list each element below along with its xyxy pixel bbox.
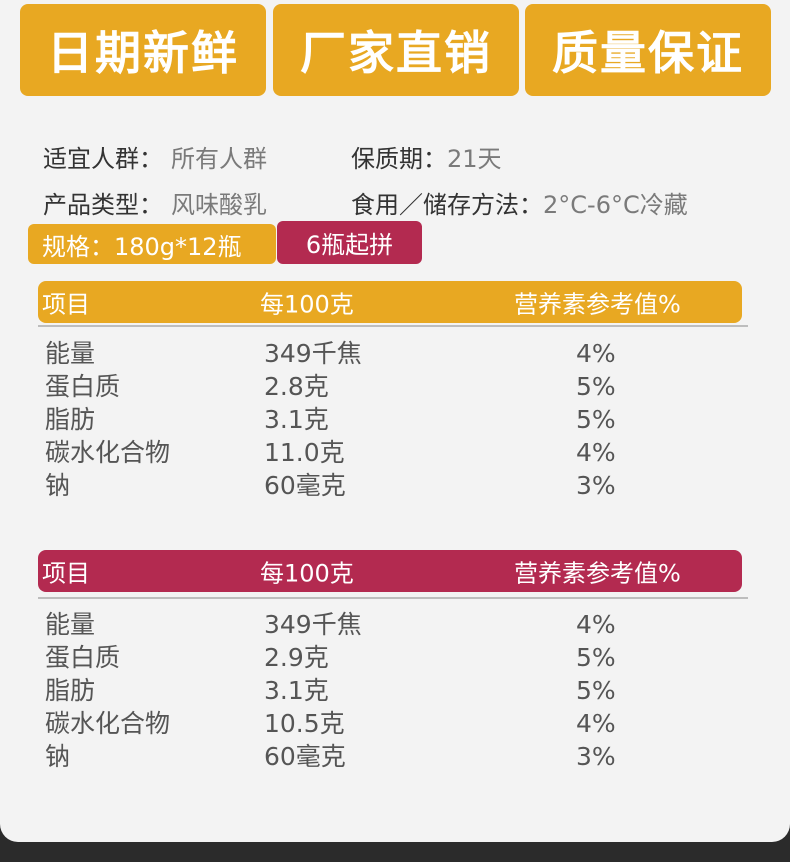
info-crowd: 适宜人群： 所有人群 [43, 139, 267, 174]
table-row: 能量 349千焦 4% [45, 608, 745, 641]
table-row: 脂肪 3.1克 5% [45, 674, 745, 707]
cell-amount: 11.0克 [264, 438, 345, 467]
cell-item: 能量 [45, 610, 96, 639]
cell-amount: 2.8克 [264, 372, 329, 401]
info-storage-label: 食用／储存方法： [351, 191, 543, 219]
cell-nrv: 5% [576, 405, 616, 434]
cell-item: 蛋白质 [45, 372, 121, 401]
info-storage: 食用／储存方法：2°C-6°C冷藏 [351, 185, 688, 220]
header-nrv: 营养素参考值% [514, 290, 681, 319]
feature-badge-quality: 质量保证 [525, 4, 771, 96]
table-row: 蛋白质 2.8克 5% [45, 370, 745, 403]
cell-amount: 349千焦 [264, 610, 362, 639]
cell-nrv: 4% [576, 339, 616, 368]
feature-badge-fresh: 日期新鲜 [20, 4, 266, 96]
cell-nrv: 3% [576, 742, 616, 771]
table-row: 碳水化合物 10.5克 4% [45, 707, 745, 740]
info-type-label: 产品类型： [43, 191, 163, 219]
table-1-divider [38, 325, 748, 327]
bottom-edge [0, 842, 790, 862]
cell-item: 蛋白质 [45, 643, 121, 672]
cell-nrv: 4% [576, 610, 616, 639]
table-row: 蛋白质 2.9克 5% [45, 641, 745, 674]
table-2-divider [38, 597, 748, 599]
nutrition-table-1-header: 项目 每100克 营养素参考值% [38, 281, 742, 323]
table-row: 碳水化合物 11.0克 4% [45, 436, 745, 469]
cell-item: 脂肪 [45, 405, 96, 434]
info-crowd-label: 适宜人群： [43, 145, 163, 173]
feature-badge-direct-sale: 厂家直销 [273, 4, 519, 96]
cell-amount: 3.1克 [264, 676, 329, 705]
product-detail-panel: 日期新鲜 厂家直销 质量保证 适宜人群： 所有人群 保质期：21天 产品类型： 风味… [0, 0, 790, 842]
cell-amount: 10.5克 [264, 709, 345, 738]
nutrition-table-2-body: 能量 349千焦 4% 蛋白质 2.9克 5% 脂肪 3.1克 5% 碳水化合物… [45, 608, 745, 773]
cell-nrv: 5% [576, 676, 616, 705]
info-shelf-label: 保质期： [351, 145, 447, 173]
info-type-value: 风味酸乳 [171, 191, 267, 219]
header-per-100g: 每100克 [260, 290, 354, 319]
info-shelf-value: 21天 [447, 145, 502, 173]
table-row: 脂肪 3.1克 5% [45, 403, 745, 436]
nutrition-table-1-body: 能量 349千焦 4% 蛋白质 2.8克 5% 脂肪 3.1克 5% 碳水化合物… [45, 337, 745, 502]
header-nrv: 营养素参考值% [514, 559, 681, 588]
header-per-100g: 每100克 [260, 559, 354, 588]
cell-nrv: 5% [576, 372, 616, 401]
info-crowd-value: 所有人群 [171, 145, 267, 173]
cell-item: 脂肪 [45, 676, 96, 705]
spec-tag: 规格：180g*12瓶 [28, 224, 276, 264]
min-order-tag: 6瓶起拼 [277, 221, 422, 264]
cell-amount: 2.9克 [264, 643, 329, 672]
header-item: 项目 [42, 290, 90, 319]
cell-nrv: 5% [576, 643, 616, 672]
cell-amount: 60毫克 [264, 471, 346, 500]
table-row: 能量 349千焦 4% [45, 337, 745, 370]
table-row: 钠 60毫克 3% [45, 740, 745, 773]
cell-nrv: 3% [576, 471, 616, 500]
info-product-type: 产品类型： 风味酸乳 [43, 185, 267, 220]
cell-item: 钠 [45, 742, 71, 771]
cell-amount: 3.1克 [264, 405, 329, 434]
cell-item: 能量 [45, 339, 96, 368]
cell-item: 钠 [45, 471, 71, 500]
info-storage-value: 2°C-6°C冷藏 [543, 191, 688, 219]
info-shelf-life: 保质期：21天 [351, 139, 502, 174]
cell-amount: 349千焦 [264, 339, 362, 368]
cell-nrv: 4% [576, 438, 616, 467]
table-row: 钠 60毫克 3% [45, 469, 745, 502]
nutrition-table-2-header: 项目 每100克 营养素参考值% [38, 550, 742, 592]
cell-item: 碳水化合物 [45, 438, 171, 467]
cell-item: 碳水化合物 [45, 709, 171, 738]
cell-nrv: 4% [576, 709, 616, 738]
cell-amount: 60毫克 [264, 742, 346, 771]
header-item: 项目 [42, 559, 90, 588]
